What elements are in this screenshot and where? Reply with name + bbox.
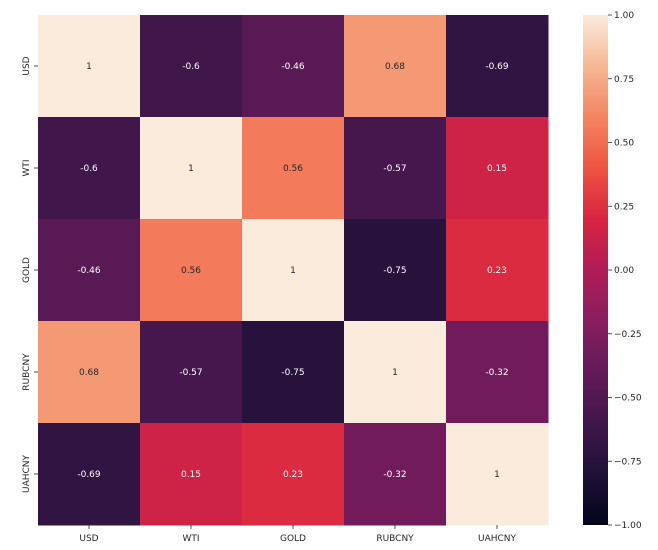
colorbar-tick-label: 0.50 [614,139,634,149]
cell-annotation: 1 [188,164,194,174]
cell-annotation: 0.15 [487,164,507,174]
cell-annotation: 1 [86,62,92,72]
y-tick-label: WTI [22,159,32,176]
colorbar-tick-label: −0.50 [614,394,642,404]
cell-annotation: 1 [392,368,398,378]
heatmap-cell [344,15,447,118]
cell-annotation: 0.15 [181,470,201,480]
heatmap-cell [38,423,141,526]
y-axis: USD WTI GOLD RUBCNY UAHCNY [22,56,38,493]
heatmap-cell [242,423,345,526]
heatmap-cell [140,117,243,220]
x-tick-label: UAHCNY [478,534,517,544]
heatmap-cell [344,219,447,322]
x-tick-label: RUBCNY [376,534,414,544]
colorbar-tick-label: −0.25 [614,330,642,340]
cell-annotation: -0.46 [281,62,305,72]
cell-annotation: 0.23 [283,470,303,480]
cell-annotation: -0.75 [383,266,406,276]
heatmap-annotations: 1 -0.6 -0.46 0.68 -0.69 -0.6 1 0.56 -0.57 0.15 -0.… [77,62,509,480]
colorbar-tick-label: 0.75 [614,75,634,85]
y-tick-label: RUBCNY [22,353,32,391]
cell-annotation: -0.46 [77,266,101,276]
heatmap-cell [446,423,549,526]
colorbar-ticks: 1.00 0.75 0.50 0.25 0.00 −0.25 −0.50 −0.75 −1.00 [608,11,642,531]
cell-annotation: 0.68 [79,368,99,378]
cell-annotation: 1 [494,470,500,480]
cell-annotation: -0.6 [80,164,98,174]
cell-annotation: -0.57 [383,164,406,174]
heatmap-cell [446,15,549,118]
y-tick-label: GOLD [22,257,32,283]
heatmap-cell [140,219,243,322]
x-axis: USD WTI GOLD RUBCNY UAHCNY [79,525,517,544]
colorbar-tick-label: 1.00 [614,11,634,21]
colorbar: 1.00 0.75 0.50 0.25 0.00 −0.25 −0.50 −0.75 −1.00 [583,11,642,531]
x-tick-label: USD [79,534,98,544]
heatmap-cell [344,423,447,526]
cell-annotation: 0.23 [487,266,507,276]
heatmap-cell [242,321,345,424]
heatmap-cell [38,15,141,118]
cell-annotation: 0.56 [181,266,201,276]
cell-annotation: -0.32 [383,470,406,480]
heatmap-cell [38,117,141,220]
colorbar-tick-label: −1.00 [614,521,642,531]
cell-annotation: -0.57 [179,368,202,378]
cell-annotation: 0.68 [385,62,405,72]
heatmap-cell [446,219,549,322]
heatmap-cell [344,321,447,424]
cell-annotation: -0.75 [281,368,304,378]
x-tick-label: WTI [182,534,199,544]
heatmap-cell [446,321,549,424]
cell-annotation: 1 [290,266,296,276]
cell-annotation: -0.69 [77,470,101,480]
heatmap-cell [446,117,549,220]
heatmap-cell [38,219,141,322]
cell-annotation: -0.6 [182,62,200,72]
colorbar-tick-label: 0.25 [614,202,634,212]
heatmap-cell [140,321,243,424]
heatmap-cells [38,15,549,526]
heatmap-cell [140,423,243,526]
cell-annotation: 0.56 [283,164,303,174]
heatmap-cell [242,219,345,322]
cell-annotation: -0.32 [485,368,508,378]
heatmap-cell [38,321,141,424]
x-tick-label: GOLD [280,534,306,544]
colorbar-gradient [583,15,608,525]
y-tick-label: UAHCNY [22,454,32,493]
heatmap-cell [344,117,447,220]
heatmap-cell [140,15,243,118]
colorbar-tick-label: −0.75 [614,457,642,467]
heatmap-cell [242,117,345,220]
colorbar-tick-label: 0.00 [614,266,634,276]
y-tick-label: USD [22,56,32,75]
cell-annotation: -0.69 [485,62,509,72]
heatmap-cell [242,15,345,118]
